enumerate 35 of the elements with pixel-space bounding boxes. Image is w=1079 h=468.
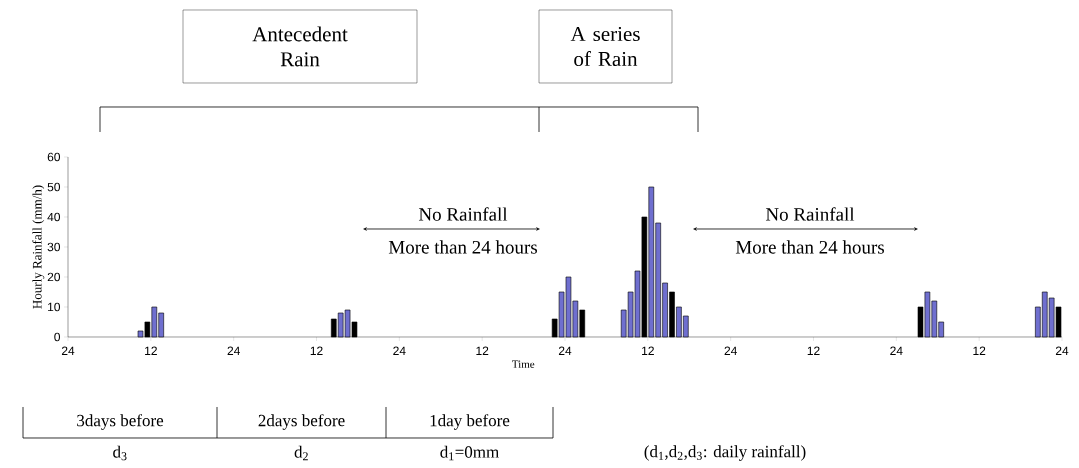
- x-tick-label: 12: [476, 346, 489, 355]
- x-tick-label: 24: [1055, 346, 1069, 355]
- text: A series of Rain: [570, 26, 640, 67]
- text: d$_{2}$: [294, 445, 308, 461]
- x-tick-label: 12: [310, 346, 323, 355]
- text: (d$_{1}$,d$_{2}$,d$_{3}$: daily rainfall): [644, 445, 806, 461]
- y-tick-label: 0: [54, 332, 61, 342]
- x-tick-label: 24: [227, 346, 240, 355]
- text: 1day before: [430, 414, 510, 430]
- y-tick-label: 60: [47, 152, 61, 162]
- y-tick-label: 10: [48, 302, 61, 312]
- y-tick-label: 40: [47, 212, 61, 222]
- text: d$_{1}$=0mm: [440, 445, 499, 461]
- annotation: More than 24 hours: [735, 240, 884, 254]
- x-tick-label: 24: [558, 346, 572, 355]
- x-axis-title: Time: [512, 360, 535, 368]
- y-tick-label: 30: [47, 242, 61, 252]
- annotation: No Rainfall: [765, 207, 855, 221]
- x-tick-label: 24: [890, 346, 903, 355]
- y-axis-title: Hourly Rainfall (mm/h): [32, 185, 45, 309]
- y-tick-label: 20: [47, 272, 61, 282]
- x-tick-label: 24: [393, 346, 406, 355]
- x-tick-label: 12: [642, 346, 654, 355]
- y-tick-label: 50: [47, 182, 61, 192]
- x-tick-label: 12: [807, 346, 820, 355]
- text: d$_{3}$: [113, 445, 127, 461]
- annotation: No Rainfall: [418, 207, 508, 221]
- x-tick-label: 24: [61, 346, 75, 355]
- x-tick-label: 12: [145, 346, 157, 355]
- x-tick-label: 24: [724, 346, 737, 355]
- annotation: More than 24 hours: [388, 240, 537, 254]
- x-tick-label: 12: [973, 346, 986, 355]
- text: 3days before: [77, 414, 164, 430]
- text: Antecedent Rain: [252, 26, 348, 67]
- text: 2days before: [258, 414, 345, 430]
